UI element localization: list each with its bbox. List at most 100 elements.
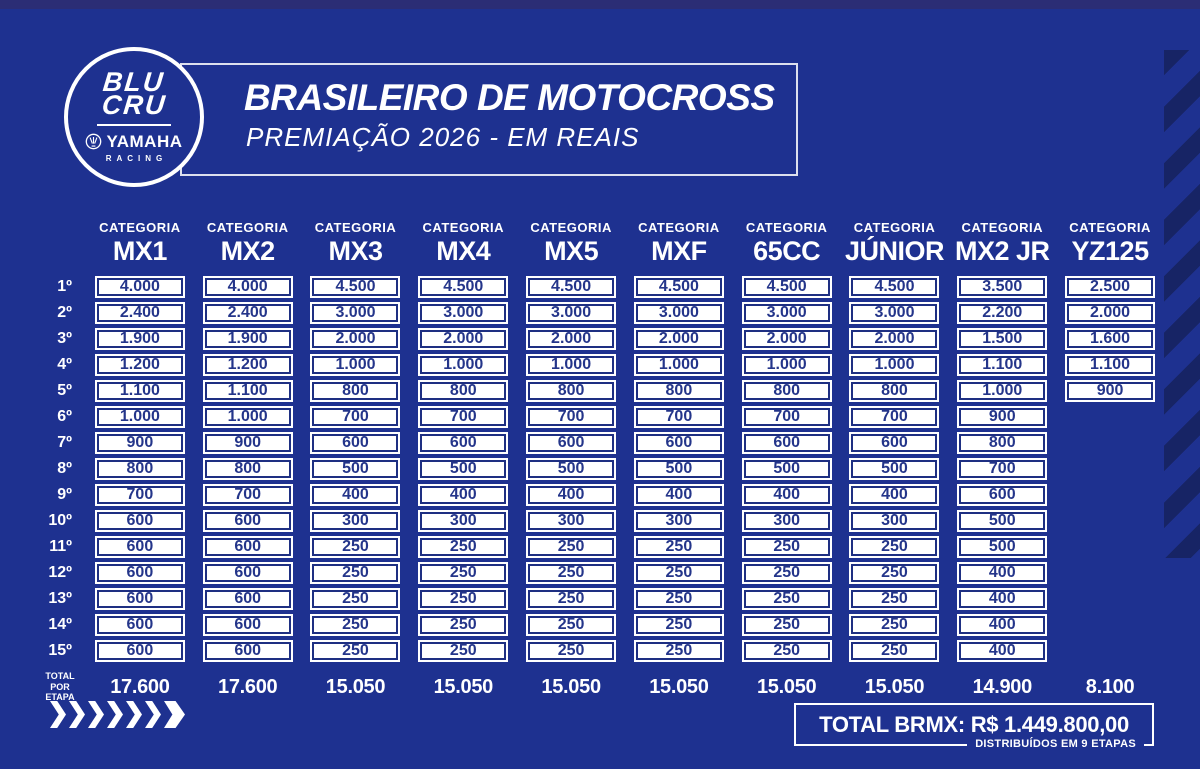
prize-cell: 600 (94, 614, 185, 636)
prize-cell: 800 (741, 380, 832, 402)
position-label: 2º (57, 304, 72, 321)
table-corner-spacer (36, 212, 86, 274)
categoria-label: CATEGORIA (1069, 220, 1151, 235)
prize-cell: 300 (310, 510, 401, 532)
yamaha-tuning-fork-icon (86, 134, 102, 150)
prize-cell: 250 (418, 640, 509, 662)
chevron-arrows-decoration (50, 701, 185, 728)
prize-cell: 250 (741, 614, 832, 636)
prize-cell: 600 (418, 432, 509, 454)
prize-cell: 2.000 (741, 328, 832, 350)
total-brmx-subtext: DISTRIBUÍDOS EM 9 ETAPAS (967, 737, 1144, 752)
total-per-stage-value: 8.100 (1085, 675, 1135, 698)
prize-cell: 600 (202, 562, 293, 584)
prize-cell: 1.000 (526, 354, 617, 376)
prize-cell: 2.400 (202, 302, 293, 324)
prize-cell: 2.000 (849, 328, 940, 350)
prize-cell: 1.100 (1065, 354, 1156, 376)
yamaha-brand-row: YAMAHA (85, 132, 182, 152)
position-label: 15º (48, 642, 72, 659)
category-name: YZ125 (1071, 236, 1150, 266)
prize-cell: 3.500 (957, 276, 1048, 298)
prize-cell: 250 (526, 562, 617, 584)
prize-cell: 250 (849, 562, 940, 584)
categoria-label: CATEGORIA (638, 220, 720, 235)
prize-cell: 800 (849, 380, 940, 402)
prize-cell: 600 (849, 432, 940, 454)
prize-cell: 600 (202, 510, 293, 532)
category-name: MX5 (544, 236, 599, 266)
prize-cell: 1.000 (957, 380, 1048, 402)
prize-cell: 800 (526, 380, 617, 402)
category-name: MX2 (220, 236, 276, 266)
column-header-mx2-jr: CATEGORIA MX2 JR (948, 212, 1056, 274)
total-per-stage-value: 15.050 (433, 675, 494, 698)
prize-cell: 250 (633, 640, 724, 662)
prize-cell: 4.500 (418, 276, 509, 298)
prize-cell: 600 (202, 640, 293, 662)
prize-cell: 600 (526, 432, 617, 454)
prize-cell: 250 (633, 562, 724, 584)
prize-cell: 2.000 (418, 328, 509, 350)
prize-cell: 800 (94, 458, 185, 480)
prize-cell: 250 (849, 588, 940, 610)
prize-cell: 700 (310, 406, 401, 428)
column-header-mxf: CATEGORIA MXF (625, 212, 733, 274)
chevron-icon (164, 701, 185, 728)
prize-cell: 600 (741, 432, 832, 454)
prize-cell: 250 (741, 562, 832, 584)
empty-cell (1056, 534, 1164, 560)
prize-cell: 250 (310, 640, 401, 662)
prize-cell: 2.400 (94, 302, 185, 324)
total-brmx-text: TOTAL BRMX: R$ 1.449.800,00 (819, 711, 1129, 737)
prize-cell: 1.000 (849, 354, 940, 376)
total-per-stage-value: 15.050 (649, 675, 709, 698)
prize-cell: 1.000 (741, 354, 832, 376)
categoria-label: CATEGORIA (745, 220, 828, 235)
logo-divider (97, 123, 171, 126)
prize-cell: 4.500 (633, 276, 724, 298)
column-header-mx1: CATEGORIA MX1 (86, 212, 194, 274)
prize-cell: 250 (849, 536, 940, 558)
chevron-icon (107, 701, 123, 728)
category-name: MXF (651, 236, 707, 266)
categoria-label: CATEGORIA (99, 220, 181, 235)
prize-cell: 500 (526, 458, 617, 480)
total-per-stage-label-line: ETAPA (45, 692, 75, 703)
column-header-yz125: CATEGORIA YZ125 (1056, 212, 1164, 274)
column-header-júnior: CATEGORIA JÚNIOR (841, 212, 949, 274)
total-per-stage-label-line: TOTAL (45, 671, 75, 682)
position-label: 13º (48, 590, 72, 607)
prize-cell: 800 (633, 380, 724, 402)
prize-cell: 2.000 (310, 328, 401, 350)
prize-cell: 700 (418, 406, 509, 428)
prize-cell: 250 (741, 588, 832, 610)
diagonal-stripes-decoration (1164, 50, 1200, 558)
prize-cell: 500 (957, 510, 1048, 532)
prize-cell: 700 (849, 406, 940, 428)
prize-cell: 1.600 (1065, 328, 1156, 350)
prize-cell: 600 (202, 614, 293, 636)
empty-cell (1056, 612, 1164, 638)
prize-cell: 500 (633, 458, 724, 480)
prize-cell: 600 (94, 510, 185, 532)
prize-cell: 400 (633, 484, 724, 506)
empty-cell (1056, 430, 1164, 456)
category-name: MX4 (436, 236, 491, 266)
category-name: JÚNIOR (844, 236, 945, 266)
prize-cell: 4.500 (849, 276, 940, 298)
categoria-label: CATEGORIA (206, 220, 289, 235)
prize-cell: 700 (741, 406, 832, 428)
category-name: MX3 (328, 236, 383, 266)
prize-cell: 250 (741, 640, 832, 662)
chevron-icon (126, 701, 142, 728)
prize-cell: 3.000 (849, 302, 940, 324)
total-per-stage-value: 15.050 (325, 675, 386, 698)
prize-cell: 500 (849, 458, 940, 480)
prize-cell: 250 (526, 640, 617, 662)
page-subtitle: PREMIAÇÃO 2026 - EM REAIS (246, 121, 640, 152)
prize-cell: 300 (741, 510, 832, 532)
category-name: 65CC (753, 236, 821, 266)
total-per-stage-value: 17.600 (218, 675, 278, 698)
